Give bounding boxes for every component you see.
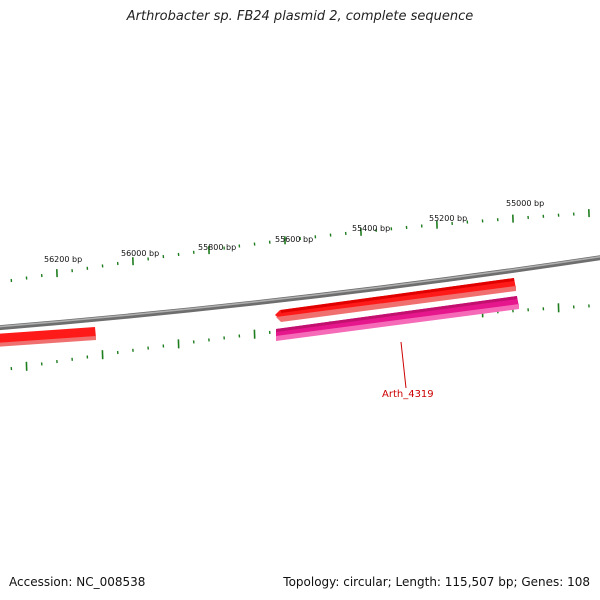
- scale-label: 55000 bp: [506, 199, 544, 208]
- gene-label-arth-4319[interactable]: Arth_4319: [382, 389, 434, 400]
- scale-label: 55200 bp: [429, 214, 467, 223]
- gene-forward-arrow[interactable]: [275, 278, 516, 322]
- scale-label: 55800 bp: [198, 243, 236, 252]
- map-stats-text: Topology: circular; Length: 115,507 bp; …: [283, 575, 590, 589]
- plasmid-backbone-highlight: [0, 255, 600, 328]
- outer-tick-ring: 56200 bp 56000 bp 55800 bp 55600 bp 55400 bp…: [10, 199, 590, 283]
- map-title: Arthrobacter sp. FB24 plasmid 2, complet…: [126, 9, 474, 24]
- scale-label: 55400 bp: [352, 224, 390, 233]
- gene-forward-left[interactable]: [0, 327, 96, 347]
- scale-label: 55600 bp: [275, 235, 313, 244]
- scale-label: 56000 bp: [121, 249, 159, 258]
- scale-label: 56200 bp: [44, 255, 82, 264]
- gene-label-leader: [400, 341, 407, 389]
- plasmid-backbone: [0, 255, 600, 331]
- accession-text: Accession: NC_008538: [9, 575, 146, 589]
- gene-arth-4319[interactable]: [276, 296, 519, 341]
